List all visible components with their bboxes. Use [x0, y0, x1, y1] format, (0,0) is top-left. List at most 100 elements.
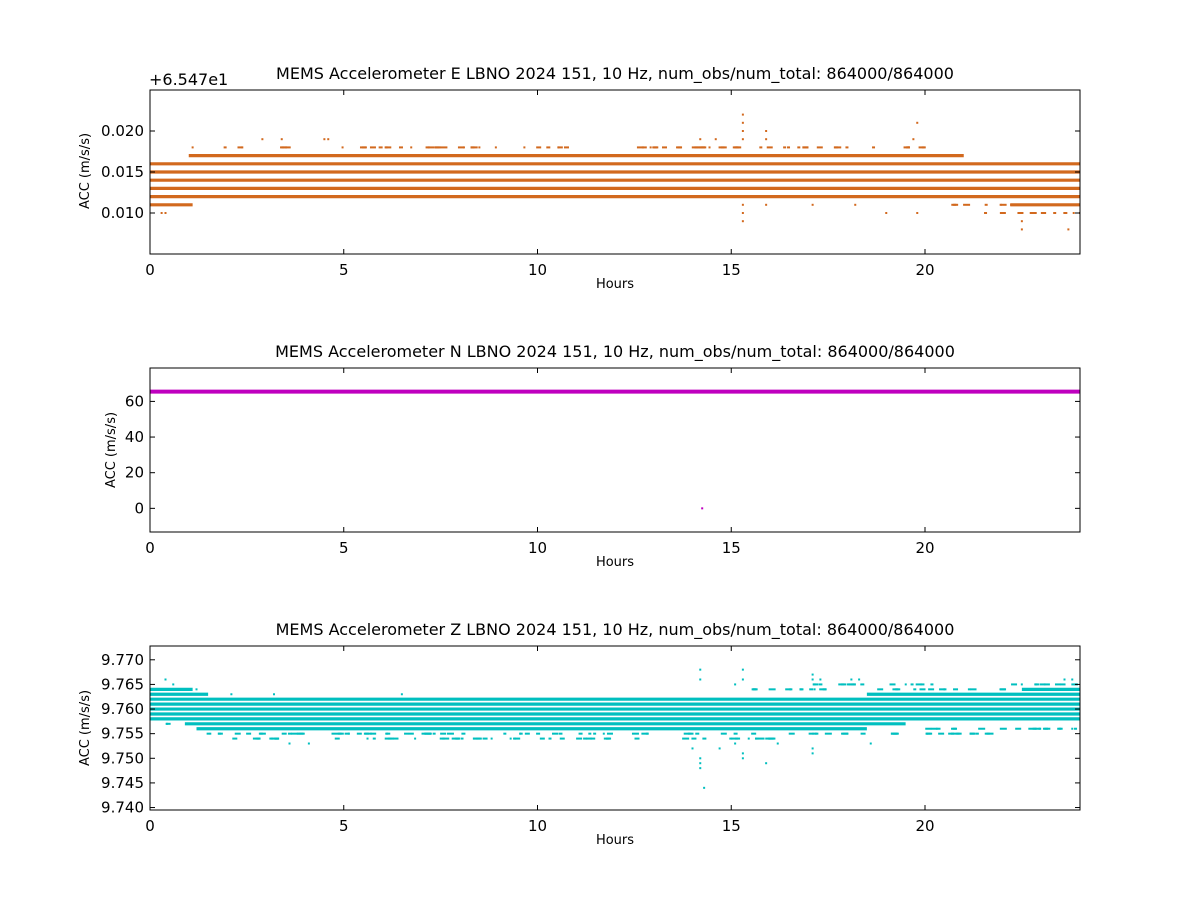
panel-e-data-point — [568, 187, 573, 190]
panel-z-data-point — [819, 678, 822, 681]
panel-z-data-point — [751, 732, 757, 735]
panel-e-data-point — [741, 212, 744, 214]
panel-z-xtick-label: 10 — [528, 817, 547, 835]
panel-e-data-point — [280, 138, 283, 141]
panel-z-data-point — [558, 732, 563, 735]
panel-n-component: MEMS Accelerometer N LBNO 2024 151, 10 H… — [104, 342, 1081, 570]
panel-z-data-point — [975, 732, 979, 735]
panel-z-data-point — [702, 737, 707, 740]
panel-z-data-point — [892, 732, 897, 735]
panel-e-data-point — [765, 203, 768, 206]
panel-n-title: MEMS Accelerometer N LBNO 2024 151, 10 H… — [275, 342, 955, 362]
panel-e-data-point — [842, 187, 846, 190]
panel-z-data-point — [576, 737, 583, 740]
panel-z-data-point — [1034, 683, 1039, 686]
panel-z-data-point — [1060, 683, 1066, 686]
panel-e-data-point — [593, 187, 598, 190]
panel-z-data-point — [838, 683, 845, 686]
panel-e-data-point — [916, 212, 919, 214]
panel-e-data-point — [164, 212, 167, 214]
panel-e-xtick-label: 5 — [339, 261, 349, 279]
panel-e-data-point — [394, 187, 400, 190]
panel-e-data-point — [359, 146, 366, 149]
panel-z-data-point — [986, 732, 994, 735]
panel-e-ytick-label: 0.015 — [101, 163, 144, 181]
panel-z-data-point — [813, 688, 816, 691]
panel-e-data-point — [766, 146, 773, 149]
panel-z-data-point — [206, 732, 210, 735]
panel-z-data-point — [683, 732, 691, 735]
panel-e-data-point — [330, 195, 334, 198]
panel-z-data-point — [473, 737, 478, 740]
panel-e-xtick-label: 15 — [722, 261, 741, 279]
panel-z-data-point — [785, 688, 792, 691]
panel-e-data-point — [223, 146, 227, 149]
panel-n-ytick-label: 40 — [125, 428, 144, 446]
panel-e-data-point — [528, 187, 536, 190]
panel-z-data-point — [765, 762, 768, 765]
panel-e-data-point — [741, 121, 744, 124]
panel-z-data-point — [385, 732, 391, 735]
panel-e-data-point — [546, 146, 551, 149]
panel-z-data-point — [514, 737, 521, 740]
panel-z-data-point — [938, 732, 945, 735]
panel-e-data-point — [783, 146, 787, 149]
panel-z-data-point — [1033, 727, 1036, 730]
panel-z-data-point — [246, 732, 252, 735]
panel-e-data-point — [1020, 228, 1023, 231]
panel-e-data-point — [741, 113, 744, 116]
panel-z-data-point — [356, 732, 362, 735]
panel-z-data-point — [536, 732, 541, 735]
panel-z-data-point — [927, 732, 933, 735]
panel-z-data-point — [1043, 683, 1050, 686]
panel-z-data-point — [733, 732, 738, 735]
panel-e-data-point — [1040, 212, 1045, 214]
panel-z-data-point — [298, 732, 305, 735]
panel-z-data-point — [811, 673, 814, 676]
panel-z-data-point — [344, 732, 350, 735]
panel-z-data-point — [920, 683, 925, 686]
panel-z-data-point — [925, 732, 928, 735]
panel-z-data-point — [699, 762, 702, 765]
panel-e-data-point — [385, 146, 392, 149]
panel-e-data-point — [425, 146, 430, 149]
panel-z-data-point — [421, 732, 427, 735]
panel-e-data-point — [703, 195, 706, 198]
panel-z-data-point — [1011, 683, 1018, 686]
panel-e-data-point — [288, 195, 291, 198]
panel-z-data-point — [232, 737, 238, 740]
panel-z-data-point — [930, 683, 934, 686]
panel-z-data-point — [392, 737, 399, 740]
panel-z-ytick-label: 9.740 — [101, 799, 144, 817]
panel-z-data-point — [691, 737, 697, 740]
panel-e-data-point — [734, 146, 742, 149]
panel-z-data-point — [937, 727, 941, 730]
panel-e-data-point — [282, 195, 290, 198]
panel-e-data-point — [376, 187, 383, 190]
panel-e-data-point — [708, 146, 711, 149]
panel-e-data-point — [207, 195, 214, 198]
panel-e-data-point — [261, 138, 264, 141]
panel-n-xtick-label: 5 — [339, 539, 349, 557]
panel-e-data-point — [478, 146, 481, 149]
panel-z-data-point — [939, 688, 946, 691]
panel-z-data-point — [209, 732, 212, 735]
panel-z-data-point — [372, 737, 376, 740]
panel-z-data-point — [741, 678, 744, 681]
panel-z-data-point — [930, 727, 937, 730]
panel-z-data-point — [720, 732, 727, 735]
panel-z-data-point — [414, 737, 417, 740]
panel-n-ytick-label: 60 — [125, 392, 144, 410]
panel-z-data-point — [846, 683, 854, 686]
panel-e-data-point — [523, 146, 526, 149]
panel-e-data-point — [912, 138, 915, 141]
panel-e-data-point — [191, 146, 194, 149]
panel-e-data-point — [563, 146, 569, 149]
panel-z-data-point — [461, 732, 466, 735]
panel-z-data-point — [338, 732, 342, 735]
panel-z-ytick-label: 9.760 — [101, 700, 144, 718]
panel-e-data-point — [744, 187, 750, 190]
panel-e-data-point — [919, 187, 924, 190]
panel-z-data-point — [432, 732, 436, 735]
panel-z-data-point — [959, 732, 962, 735]
